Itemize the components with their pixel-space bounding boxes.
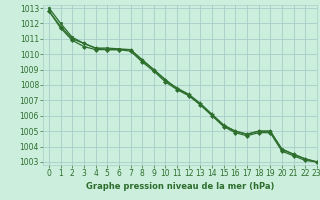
X-axis label: Graphe pression niveau de la mer (hPa): Graphe pression niveau de la mer (hPa)	[86, 182, 274, 191]
